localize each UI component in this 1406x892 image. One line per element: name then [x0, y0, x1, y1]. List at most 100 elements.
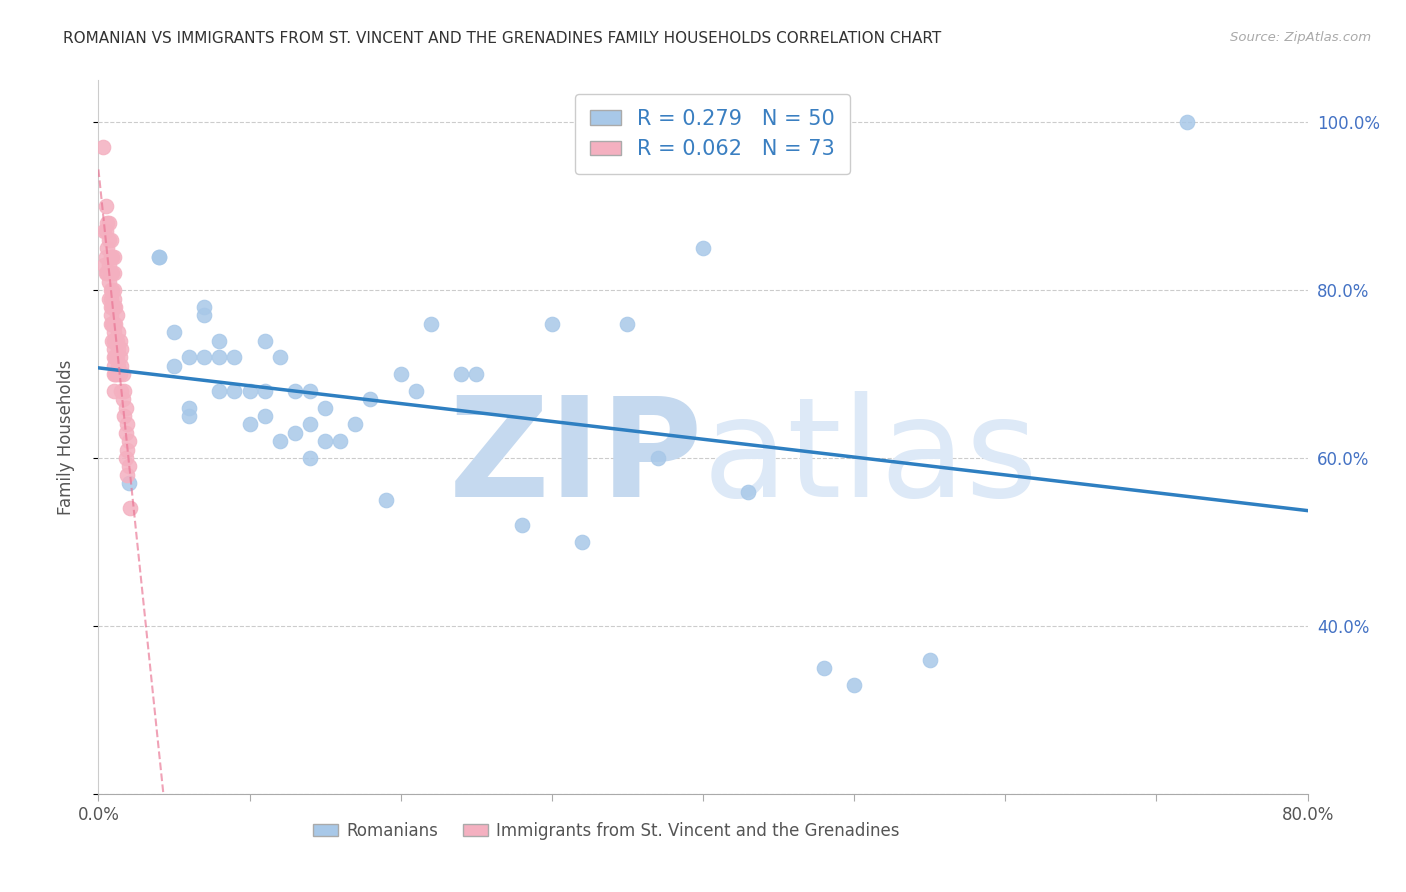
- Point: [284, 384, 307, 398]
- Point: [114, 401, 136, 415]
- Point: [420, 317, 443, 331]
- Point: [94, 224, 117, 238]
- Point: [112, 409, 135, 423]
- Point: [105, 334, 128, 348]
- Point: [103, 300, 125, 314]
- Point: [104, 367, 127, 381]
- Point: [111, 392, 134, 407]
- Legend: Romanians, Immigrants from St. Vincent and the Grenadines: Romanians, Immigrants from St. Vincent a…: [307, 815, 907, 847]
- Point: [98, 275, 121, 289]
- Point: [179, 351, 201, 365]
- Point: [465, 367, 488, 381]
- Point: [108, 367, 131, 381]
- Point: [93, 258, 115, 272]
- Text: ROMANIAN VS IMMIGRANTS FROM ST. VINCENT AND THE GRENADINES FAMILY HOUSEHOLDS COR: ROMANIAN VS IMMIGRANTS FROM ST. VINCENT …: [63, 31, 942, 46]
- Point: [120, 501, 142, 516]
- Point: [299, 384, 322, 398]
- Point: [100, 233, 122, 247]
- Point: [253, 334, 276, 348]
- Point: [813, 661, 835, 675]
- Point: [105, 309, 128, 323]
- Point: [299, 451, 322, 466]
- Point: [98, 216, 121, 230]
- Point: [269, 434, 291, 449]
- Point: [103, 317, 125, 331]
- Point: [918, 652, 941, 666]
- Text: atlas: atlas: [703, 391, 1039, 526]
- Point: [101, 283, 124, 297]
- Point: [299, 417, 322, 432]
- Point: [100, 317, 122, 331]
- Point: [110, 342, 132, 356]
- Point: [100, 283, 122, 297]
- Point: [101, 317, 124, 331]
- Point: [104, 334, 127, 348]
- Point: [374, 493, 396, 508]
- Point: [329, 434, 352, 449]
- Point: [98, 292, 121, 306]
- Point: [1175, 115, 1198, 129]
- Point: [179, 409, 201, 423]
- Point: [105, 351, 128, 365]
- Point: [253, 384, 276, 398]
- Point: [269, 351, 291, 365]
- Point: [100, 250, 122, 264]
- Point: [148, 250, 170, 264]
- Point: [101, 250, 124, 264]
- Point: [239, 417, 262, 432]
- Point: [115, 417, 138, 432]
- Point: [103, 384, 125, 398]
- Point: [110, 359, 132, 373]
- Point: [118, 434, 141, 449]
- Point: [105, 367, 128, 381]
- Point: [103, 250, 125, 264]
- Text: Source: ZipAtlas.com: Source: ZipAtlas.com: [1230, 31, 1371, 45]
- Point: [208, 351, 231, 365]
- Point: [103, 266, 125, 280]
- Point: [91, 140, 114, 154]
- Point: [103, 367, 125, 381]
- Point: [101, 300, 124, 314]
- Point: [103, 334, 125, 348]
- Y-axis label: Family Households: Family Households: [56, 359, 75, 515]
- Point: [284, 425, 307, 440]
- Point: [118, 476, 141, 491]
- Point: [98, 258, 121, 272]
- Point: [163, 359, 186, 373]
- Point: [450, 367, 472, 381]
- Point: [108, 351, 131, 365]
- Point: [844, 678, 866, 692]
- Point: [208, 384, 231, 398]
- Point: [104, 300, 127, 314]
- Point: [208, 334, 231, 348]
- Point: [107, 359, 129, 373]
- Point: [100, 266, 122, 280]
- Point: [253, 409, 276, 423]
- Point: [107, 325, 129, 339]
- Point: [616, 317, 638, 331]
- Point: [344, 417, 367, 432]
- Point: [389, 367, 412, 381]
- Point: [510, 518, 533, 533]
- Point: [103, 342, 125, 356]
- Point: [101, 266, 124, 280]
- Point: [100, 300, 122, 314]
- Point: [540, 317, 562, 331]
- Point: [647, 451, 669, 466]
- Point: [103, 359, 125, 373]
- Point: [104, 351, 127, 365]
- Point: [360, 392, 382, 407]
- Point: [148, 250, 170, 264]
- Point: [103, 283, 125, 297]
- Point: [101, 334, 124, 348]
- Point: [104, 317, 127, 331]
- Point: [100, 309, 122, 323]
- Point: [94, 266, 117, 280]
- Point: [108, 334, 131, 348]
- Point: [118, 459, 141, 474]
- Point: [94, 250, 117, 264]
- Point: [314, 434, 336, 449]
- Point: [110, 384, 132, 398]
- Point: [103, 292, 125, 306]
- Point: [107, 342, 129, 356]
